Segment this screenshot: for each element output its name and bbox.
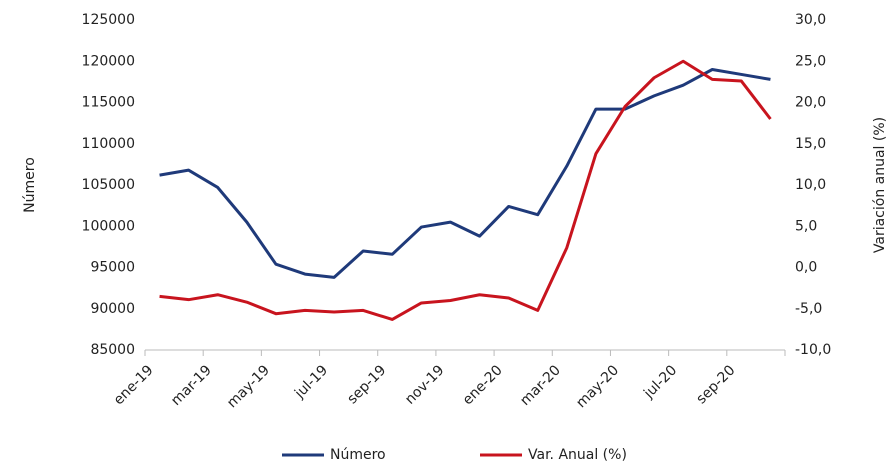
y-tick-label: 105000 [82, 177, 135, 193]
x-tick-label: sep-20 [693, 362, 738, 407]
legend-label: Var. Anual (%) [528, 447, 627, 463]
y-tick-label: 115000 [82, 95, 135, 111]
x-tick-label: nov-19 [402, 362, 447, 407]
x-tick-label: may-20 [573, 362, 622, 411]
x-tick-label: may-19 [224, 362, 273, 411]
legend-label: Número [330, 447, 386, 463]
x-tick-label: jul-20 [640, 362, 680, 402]
y2-tick-label: 20,0 [795, 95, 826, 111]
y-tick-label: 120000 [82, 53, 135, 69]
y2-tick-label: -10,0 [795, 342, 831, 358]
y-tick-label: 90000 [90, 301, 135, 317]
y2-tick-label: 5,0 [795, 218, 817, 234]
y2-tick-label: 0,0 [795, 260, 817, 276]
x-tick-label: mar-20 [517, 362, 564, 409]
y-tick-label: 110000 [82, 136, 135, 152]
x-tick-label: jul-19 [291, 362, 331, 402]
x-tick-label: ene-20 [460, 362, 506, 408]
series-line [159, 59, 772, 321]
y-tick-label: 95000 [90, 260, 135, 276]
y2-tick-label: 15,0 [795, 136, 826, 152]
x-tick-label: sep-19 [344, 362, 389, 407]
x-tick-label: mar-19 [168, 362, 215, 409]
y2-tick-label: 25,0 [795, 53, 826, 69]
y-tick-label: 125000 [82, 12, 135, 28]
series-line [159, 68, 771, 279]
y2-tick-label: 10,0 [795, 177, 826, 193]
y-axis-label: Número [22, 157, 38, 213]
y-tick-label: 100000 [82, 218, 135, 234]
y2-axis-label: Variación anual (%) [872, 117, 888, 253]
x-tick-label: ene-19 [111, 362, 157, 408]
y2-tick-label: 30,0 [795, 12, 826, 28]
y-tick-label: 85000 [90, 342, 135, 358]
y2-tick-label: -5,0 [795, 301, 822, 317]
